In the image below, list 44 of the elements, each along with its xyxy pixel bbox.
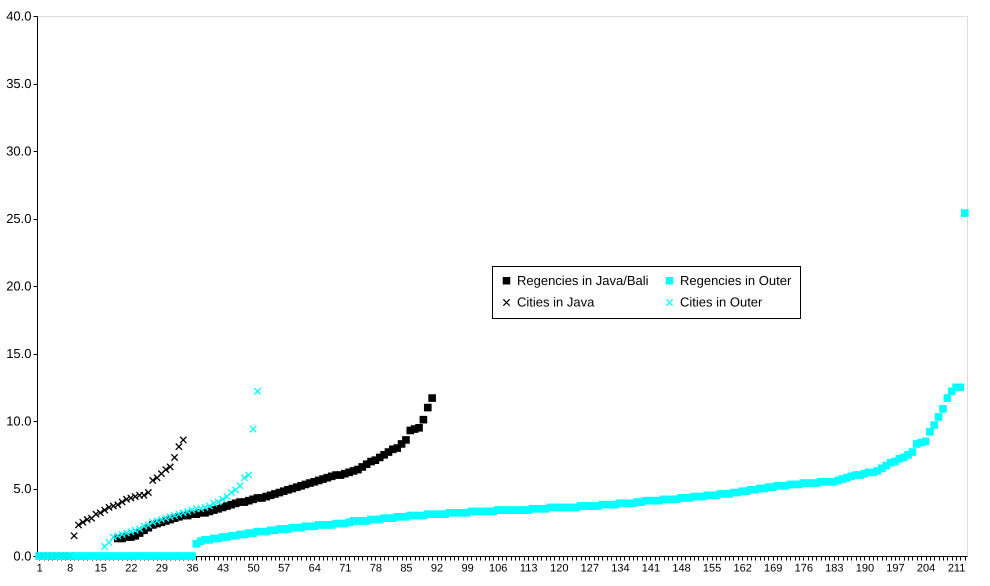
y-tick-label: 35.0 bbox=[6, 76, 32, 91]
x-tick-label: 43 bbox=[216, 562, 230, 574]
x-tick-label: 64 bbox=[308, 562, 321, 574]
y-tick-label: 0.0 bbox=[13, 548, 32, 564]
x-tick-label: 190 bbox=[856, 562, 874, 574]
legend-label: Regencies in Outer bbox=[680, 272, 792, 288]
x-tick-label: 141 bbox=[642, 562, 660, 574]
x-tick-label: 211 bbox=[948, 562, 966, 574]
y-tick-label: 25.0 bbox=[6, 211, 32, 226]
y-tick-label: 15.0 bbox=[6, 346, 32, 361]
x-tick-label: 106 bbox=[488, 562, 508, 574]
y-tick-label: 10.0 bbox=[6, 414, 32, 428]
x-tick-label: 78 bbox=[370, 562, 382, 574]
x-tick-label: 120 bbox=[550, 562, 568, 574]
x-tick-label: 92 bbox=[430, 562, 444, 574]
x-tick-label: 22 bbox=[125, 562, 138, 574]
y-tick-label: 40.0 bbox=[6, 8, 32, 24]
x-tick-label: 29 bbox=[156, 562, 168, 574]
x-tick-label: 169 bbox=[764, 562, 782, 574]
x-tick-label: 71 bbox=[339, 562, 352, 574]
x-tick-label: 36 bbox=[186, 562, 199, 574]
x-tick-label: 99 bbox=[461, 562, 474, 574]
x-tick-label: 204 bbox=[916, 562, 936, 574]
x-tick-label: 183 bbox=[825, 562, 844, 574]
x-tick-label: 113 bbox=[520, 562, 538, 574]
x-tick-label: 85 bbox=[400, 562, 413, 574]
x-tick-label: 176 bbox=[794, 562, 813, 574]
x-tick-label: 8 bbox=[67, 562, 74, 574]
x-tick-label: 134 bbox=[611, 562, 630, 574]
x-tick-label: 50 bbox=[248, 562, 260, 574]
y-tick-label: 5.0 bbox=[13, 481, 32, 496]
x-tick-label: 148 bbox=[672, 562, 691, 574]
x-tick-label: 127 bbox=[580, 562, 600, 574]
x-tick-label: 162 bbox=[733, 562, 752, 574]
x-tick-label: 155 bbox=[702, 562, 722, 574]
x-tick-label: 57 bbox=[278, 562, 290, 574]
x-tick-label: 197 bbox=[886, 562, 905, 574]
legend-label: Regencies in Java/Bali bbox=[517, 272, 649, 288]
legend-label: Cities in Outer bbox=[680, 294, 764, 310]
legend-label: Cities in Java bbox=[517, 294, 596, 310]
y-tick-label: 30.0 bbox=[6, 144, 32, 158]
y-tick-label: 20.0 bbox=[6, 278, 32, 294]
x-tick-label: 15 bbox=[94, 562, 107, 574]
x-tick-label: 1 bbox=[36, 562, 43, 574]
